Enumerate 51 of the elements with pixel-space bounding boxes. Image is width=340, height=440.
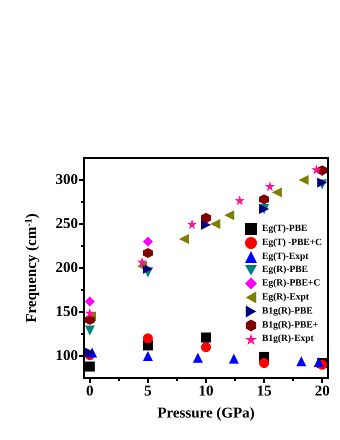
point bbox=[201, 220, 211, 230]
point bbox=[178, 234, 189, 244]
point bbox=[264, 181, 275, 192]
point bbox=[84, 308, 95, 318]
legend-label: Eg(T)-PBE bbox=[262, 224, 308, 234]
point bbox=[259, 194, 270, 204]
legend-label: Eg(R)-Expt bbox=[262, 292, 310, 302]
legend-label: B1g(R)-Expt bbox=[262, 334, 315, 344]
point bbox=[314, 357, 324, 368]
point bbox=[142, 333, 153, 344]
legend-label: Eg(T)-Expt bbox=[262, 252, 310, 262]
point bbox=[84, 347, 95, 358]
point bbox=[228, 354, 239, 364]
point bbox=[142, 248, 153, 258]
point bbox=[259, 358, 270, 368]
legend-label: B1g(R)-PBE bbox=[262, 306, 313, 316]
y-tick-label: 250 bbox=[56, 216, 78, 232]
y-tick-label: 300 bbox=[56, 172, 78, 188]
legend-label: Eg(R)-PBE bbox=[262, 265, 308, 276]
point bbox=[84, 325, 95, 336]
y-tick-label: 150 bbox=[56, 304, 78, 320]
point bbox=[272, 187, 282, 198]
point bbox=[296, 356, 306, 366]
legend-label: Eg(R)-PBE+C bbox=[262, 278, 320, 288]
point bbox=[137, 256, 148, 267]
point bbox=[201, 332, 211, 343]
point bbox=[142, 351, 153, 361]
point bbox=[234, 195, 245, 206]
legend-label: Eg(T) -PBE+C bbox=[262, 238, 322, 248]
y-axis-title: Frequency (cm-1) bbox=[24, 213, 40, 323]
point bbox=[84, 314, 95, 325]
point bbox=[210, 219, 220, 229]
x-tick-label: 5 bbox=[144, 384, 152, 400]
x-tick-label: 20 bbox=[314, 384, 330, 400]
point bbox=[201, 342, 211, 352]
point bbox=[84, 362, 95, 372]
point bbox=[187, 219, 198, 229]
point bbox=[224, 210, 234, 220]
y-tick-label: 200 bbox=[56, 260, 78, 276]
x-tick-label: 10 bbox=[198, 384, 214, 400]
point bbox=[84, 296, 95, 306]
point bbox=[311, 164, 322, 174]
point bbox=[192, 352, 203, 363]
point bbox=[142, 236, 153, 247]
x-axis-title: Pressure (GPa) bbox=[157, 406, 255, 422]
point bbox=[142, 264, 153, 274]
legend-label: B1g(R)-PBE+ bbox=[262, 320, 318, 330]
y-tick-label: 100 bbox=[56, 348, 78, 364]
x-tick-label: 0 bbox=[86, 384, 94, 400]
point bbox=[298, 175, 309, 185]
x-tick-label: 15 bbox=[256, 384, 272, 400]
